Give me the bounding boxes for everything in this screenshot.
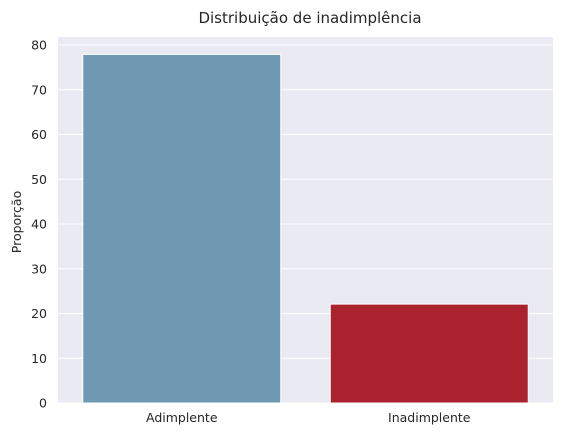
y-tick-label: 80	[31, 38, 47, 53]
x-tick-labels: Adimplente Inadimplente	[146, 410, 471, 425]
y-tick-label: 70	[31, 82, 47, 97]
y-tick-label: 40	[31, 217, 47, 232]
bar-adimplente	[82, 53, 282, 404]
y-tick-label: 0	[39, 396, 47, 411]
y-tick-labels: 0 10 20 30 40 50 60 70 80	[31, 38, 47, 411]
x-tick-label-adimplente: Adimplente	[146, 410, 218, 425]
y-tick-label: 50	[31, 172, 47, 187]
chart-title: Distribuição de inadimplência	[198, 9, 421, 27]
y-tick-label: 20	[31, 306, 47, 321]
x-tick-label-inadimplente: Inadimplente	[388, 410, 471, 425]
y-tick-label: 60	[31, 127, 47, 142]
bar-inadimplente	[329, 303, 529, 404]
y-tick-label: 10	[31, 351, 47, 366]
bars	[82, 53, 529, 404]
y-tick-label: 30	[31, 261, 47, 276]
y-axis-label: Proporção	[9, 191, 24, 253]
